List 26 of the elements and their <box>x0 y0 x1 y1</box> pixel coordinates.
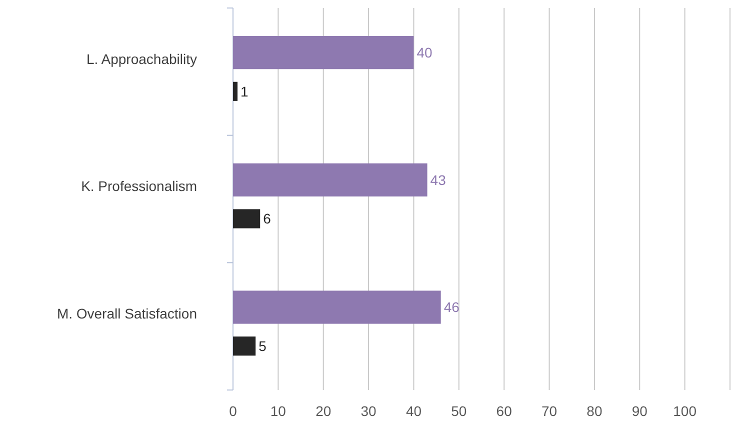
x-tick-label: 20 <box>316 403 332 419</box>
data-label: 40 <box>416 44 433 60</box>
bar <box>233 36 414 70</box>
x-tick-label: 40 <box>406 403 422 419</box>
data-label: 43 <box>430 172 446 188</box>
bar <box>233 290 441 324</box>
y-tick-label: K. Professionalism <box>81 178 197 194</box>
x-tick-label: 100 <box>673 403 697 419</box>
data-label: 46 <box>444 299 460 316</box>
data-label: 6 <box>263 210 272 227</box>
x-tick-label: 50 <box>451 403 467 419</box>
x-tick-label: 30 <box>360 403 377 419</box>
y-tick-label: M. Overall Satisfaction <box>56 306 197 322</box>
x-tick-label: 80 <box>586 403 602 419</box>
data-label: 1 <box>240 83 249 100</box>
data-label: 5 <box>258 338 267 354</box>
y-tick-label: L. Approachability <box>86 50 197 67</box>
bar <box>233 336 256 356</box>
bar <box>233 82 238 101</box>
x-tick-label: 70 <box>541 403 558 419</box>
x-tick-label: 10 <box>270 403 286 419</box>
x-tick-label: 0 <box>229 403 238 419</box>
bar <box>233 209 260 228</box>
x-tick-label: 60 <box>496 403 512 419</box>
x-tick-label: 90 <box>632 403 648 419</box>
bar <box>233 163 428 196</box>
